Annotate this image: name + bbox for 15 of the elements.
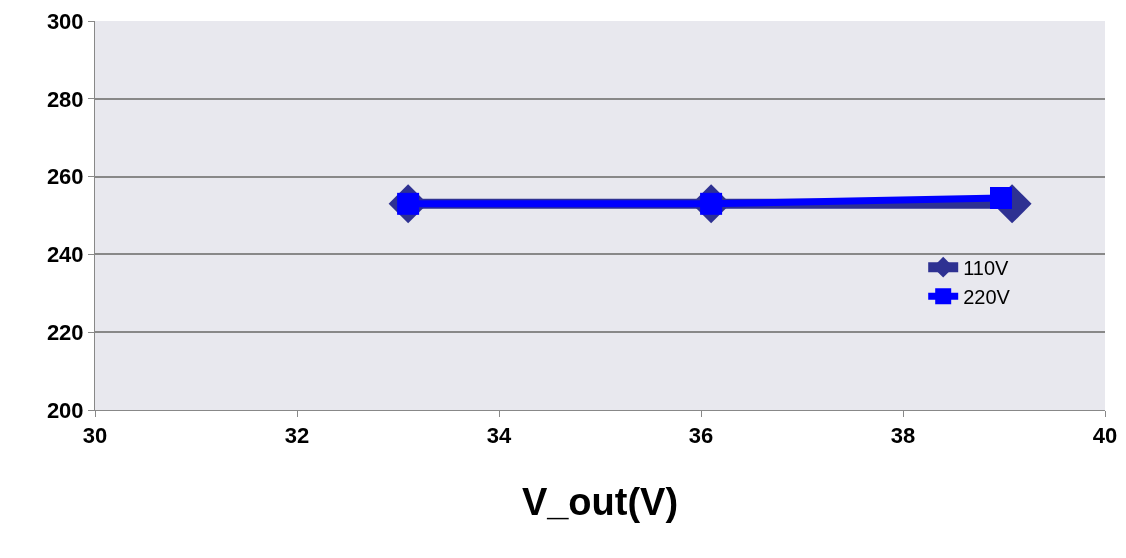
y-tick-label: 280 [46,86,84,112]
x-tick-label: 36 [688,423,714,449]
x-tick-label: 40 [1092,423,1118,449]
x-axis-title: V_out(V) [521,480,679,523]
x-tick-label: 32 [284,423,310,449]
x-tick-label: 38 [890,423,916,449]
legend-label: 220V [963,285,1011,308]
y-tick-label: 300 [46,8,84,34]
x-tick-label: 30 [82,423,108,449]
y-tick-label: 200 [46,397,84,423]
legend-label: 110V [963,256,1010,279]
y-tick-label: 240 [46,242,84,268]
x-tick-label: 34 [486,423,512,449]
y-tick-label: 220 [46,319,84,345]
y-tick-label: 260 [46,164,84,190]
